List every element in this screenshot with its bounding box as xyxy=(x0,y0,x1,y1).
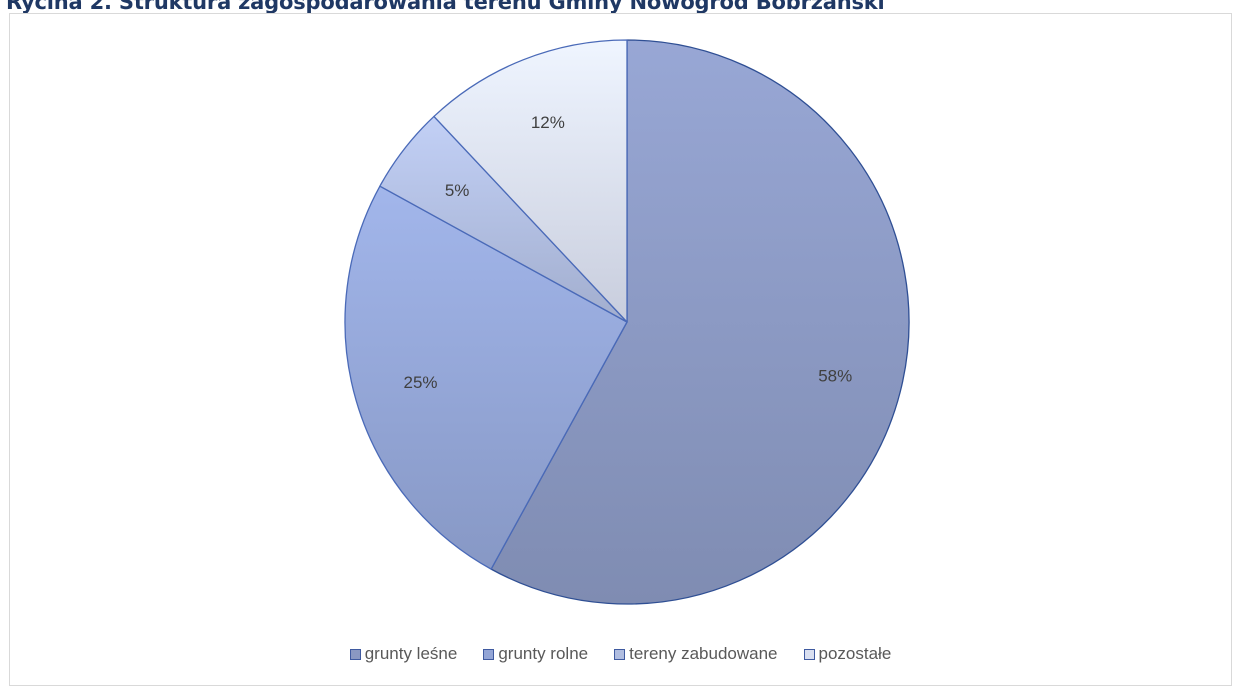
pie-slices xyxy=(344,39,910,605)
pie-slice-1 xyxy=(490,39,910,605)
pie-chart: 58% 25% 5% 12% xyxy=(344,39,910,605)
legend-item-pozostale: pozostałe xyxy=(803,644,892,664)
pie-slice-4 xyxy=(433,39,628,323)
legend-swatch xyxy=(803,648,815,660)
data-label-1: 58% xyxy=(818,366,852,385)
legend-label: grunty leśne xyxy=(364,644,458,663)
chart-caption: Rycina 2. Struktura zagospodarowania ter… xyxy=(6,0,885,14)
legend-swatch xyxy=(614,648,626,660)
data-label-3: 5% xyxy=(445,181,470,200)
pie-data-labels: 58% 25% 5% 12% xyxy=(404,113,853,392)
data-label-4: 12% xyxy=(531,113,565,132)
legend-swatch xyxy=(483,648,495,660)
legend-label: pozostałe xyxy=(818,644,892,663)
pie-slice-2 xyxy=(344,185,628,570)
chart-area: 58% 25% 5% 12% grunty leśne grunty rolne te… xyxy=(9,13,1232,686)
chart-legend: grunty leśne grunty rolne tereny zabudow… xyxy=(10,644,1231,664)
legend-label: grunty rolne xyxy=(498,644,589,663)
legend-item-grunty-lesne: grunty leśne xyxy=(349,644,458,664)
data-label-2: 25% xyxy=(404,373,438,392)
legend-item-grunty-rolne: grunty rolne xyxy=(483,644,588,664)
legend-item-tereny-zabudowane: tereny zabudowane xyxy=(614,644,778,664)
legend-swatch xyxy=(349,648,361,660)
legend-label: tereny zabudowane xyxy=(629,644,778,663)
